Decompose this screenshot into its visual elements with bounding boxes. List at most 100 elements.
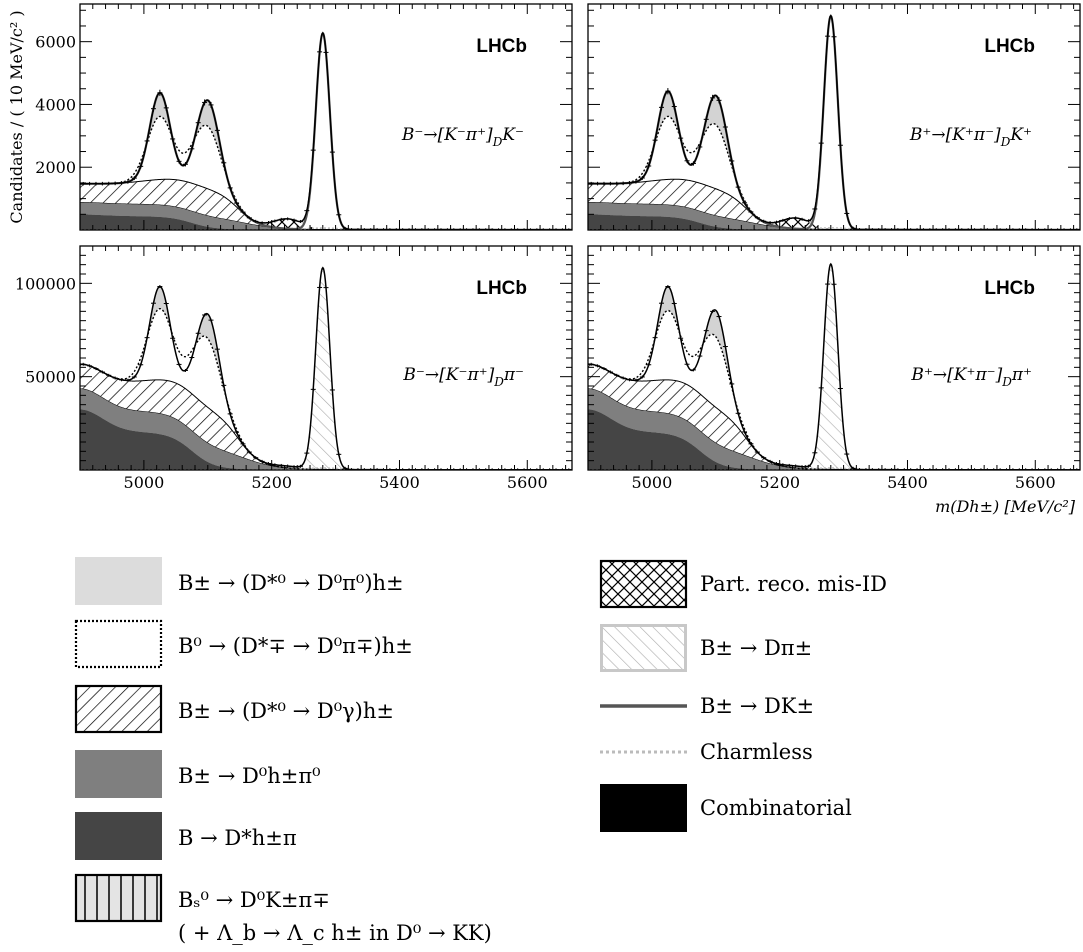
data-point [818,386,824,390]
x-tick-label: 5600 [1015,473,1056,492]
data-point [304,209,310,213]
data-point [297,219,303,223]
lhcb-label: LHCb [476,36,527,57]
data-point [240,210,246,214]
data-point [99,370,105,374]
data-point [761,456,767,460]
data-point [735,185,741,189]
data-point [620,376,626,380]
data-point [671,103,677,110]
x-tick-label: 5200 [251,473,292,492]
data-point [710,309,716,313]
x-tick-label: 5000 [632,473,673,492]
legend-item-d0-h-pi0: B± → D⁰h±π⁰ [75,750,321,798]
data-point [684,158,690,164]
lhcb-label: LHCb [984,36,1035,57]
legend-item-b-dk: B± → DK± [600,694,814,718]
data-point [601,367,607,371]
data-point [780,463,786,467]
data-point [285,217,291,221]
legend-item-charmless: Charmless [600,740,813,764]
data-point [620,181,626,186]
data-point [850,466,856,470]
legend-item-part-reco-misid: Part. reco. mis-ID [599,559,887,609]
legend-swatch-pr-b0-dstarpm [74,619,163,669]
data-point [697,144,703,150]
data-point [202,99,208,106]
data-point [106,373,112,377]
legend-swatch-pr-dstar0-dgamma [74,684,163,734]
data-point [336,452,342,456]
data-point [793,216,799,220]
data-point [202,313,208,317]
data-point [716,315,722,319]
decay-label: B⁻→[K⁻π⁺]DK⁻ [401,125,524,149]
data-point [722,345,728,349]
data-point [278,463,284,467]
data-point [278,217,284,221]
data-point [754,450,760,454]
area-d0-h-pi0 [80,388,572,470]
data-point [170,336,176,340]
data-point [253,219,259,223]
panel-top-left: 2000 4000 6000 LHCb B⁻→[K⁻π⁺]DK⁻ [35,3,573,231]
area-pr-b0-dstarpm [80,116,572,230]
data-point [310,387,316,391]
x-tick-label: 5400 [887,473,928,492]
panel-frame [587,3,1081,231]
data-point [265,462,271,466]
decay-tail: π⁻ [503,365,524,385]
x-tick-label: 5000 [124,473,165,492]
data-point [646,163,652,169]
data-point [317,48,323,56]
decay-tail: π⁺ [1011,365,1032,385]
data-point [93,181,99,186]
data-point [182,368,188,372]
data-point [157,89,163,96]
area-pr-b0-dstarpm [80,308,572,470]
area-signal [80,267,572,470]
data-point [234,201,240,205]
legend-item-pr-b0-dstarpm: B⁰ → (D*∓ → D⁰π∓)h± [74,619,413,669]
data-point [652,336,658,340]
data-point [601,181,607,186]
area-d0-h-pi0 [588,388,1080,470]
legend-swatch-bs-d0-k-pi [74,873,163,923]
data-point [246,216,252,220]
data-point [297,464,303,468]
legend-label: B± → (D*⁰ → D⁰π⁰)h± [178,571,404,595]
area-d0-h-pi0 [80,202,572,230]
decay-tail: K⁻ [501,125,524,145]
data-point [844,211,850,215]
data-point [144,336,150,340]
data-point [259,221,265,225]
area-dstar-h-pi [80,409,572,470]
data-point [805,219,811,223]
data-point [703,116,709,123]
data-point [106,181,112,186]
data-point [690,368,696,372]
decay-label: B⁺→[K⁺π⁻]Dπ⁺ [910,365,1032,389]
decay-label: B⁺→[K⁺π⁻]DK⁺ [909,125,1032,149]
x-tick-label: 5400 [379,473,420,492]
decay-sub: D [493,375,504,389]
legend-item-pr-dstar0-dgamma: B± → (D*⁰ → D⁰γ)h± [74,684,394,734]
data-point [825,282,831,286]
legend-swatch-part-reco-misid [599,559,688,609]
data-point [665,88,671,95]
legend-label: B± → DK± [700,694,814,718]
legend-item-bs-d0-k-pi: Bₛ⁰ → D⁰K±π∓ ( + Λ_b → Λ_c h± in D⁰ → KK) [74,873,492,945]
data-point [837,142,843,148]
legend-label: B± → D⁰h±π⁰ [178,764,321,788]
data-point [150,301,156,305]
data-point [786,463,792,467]
data-point [639,176,645,180]
data-point [323,286,329,290]
y-axis-label: Candidates / ( 10 MeV/c² ) [7,10,26,223]
data-point [221,383,227,387]
data-point [767,221,773,225]
legend-layer: B± → (D*⁰ → D⁰π⁰)h± B⁰ → (D*∓ → D⁰π∓)h± B±… [74,557,887,945]
data-point [259,459,265,463]
data-point [285,464,291,468]
